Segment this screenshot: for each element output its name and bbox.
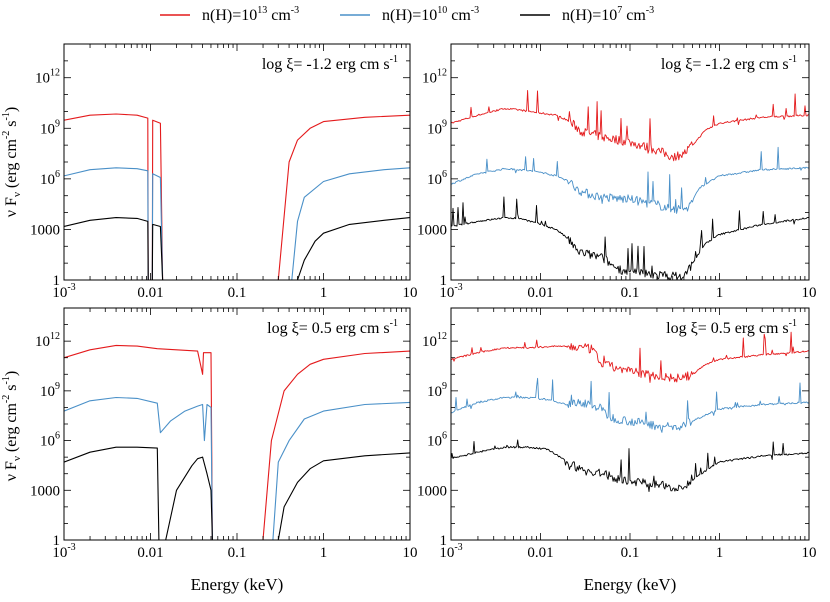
- x-tick-label: 10-3: [52, 282, 75, 301]
- x-axis-labels: Energy (keV) Energy (keV): [191, 575, 677, 594]
- ticks: [63, 307, 410, 541]
- axes-frame: [450, 307, 810, 541]
- x-tick-label: 0.1: [228, 545, 247, 561]
- y-tick-label: 106: [40, 169, 60, 188]
- x-tick-label: 0.01: [137, 285, 163, 301]
- y-tick-label: 106: [40, 431, 60, 450]
- y-tick-label: 1012: [422, 68, 447, 87]
- series-line-0-seg-0: [64, 344, 213, 540]
- x-tick-label: 0.1: [228, 285, 247, 301]
- y-tick-label: 1: [53, 273, 61, 289]
- series-group: [64, 113, 410, 280]
- x-tick-label: 0.1: [621, 285, 640, 301]
- ticks: [450, 307, 809, 541]
- legend-item-2: n(H)=107 cm-3: [520, 5, 654, 24]
- panels: 10-3 0.01 0.1 1 10 1 1000 106 109 1012 log ξ= -1.2…: [30, 43, 817, 561]
- series-line-1-seg-0: [451, 146, 809, 214]
- x-tick-label: 10-3: [439, 542, 462, 561]
- xi-annotation: log ξ= 0.5 erg cm s-1: [666, 318, 797, 337]
- xi-annotation: log ξ= -1.2 erg cm s-1: [661, 54, 797, 73]
- y-tick-label: 1012: [35, 68, 60, 87]
- axes-frame: [63, 307, 411, 541]
- y-tick-label: 109: [40, 381, 60, 400]
- y-tick-label: 1: [440, 273, 448, 289]
- x-tick-label: 1: [716, 545, 724, 561]
- x-tick-label: 1: [716, 285, 724, 301]
- series-line-2-seg-1: [296, 217, 410, 280]
- x-axis-label: Energy (keV): [584, 575, 677, 594]
- panel-top-right: 10-3 0.01 0.1 1 10 1 1000 106 109 1012 log ξ= -1.2…: [417, 43, 817, 301]
- series-line-2-seg-2: [277, 452, 410, 540]
- series-line-1-seg-1: [272, 401, 410, 540]
- series-line-0-seg-0: [451, 331, 809, 383]
- y-tick-label: 1000: [417, 222, 447, 238]
- legend-item-1: n(H)=1010 cm-3: [340, 5, 479, 24]
- ticks: [450, 43, 809, 281]
- x-tick-label: 0.01: [527, 545, 553, 561]
- y-tick-label: 109: [427, 118, 447, 137]
- series-line-2-seg-0: [64, 217, 164, 280]
- y-tick-label: 1: [440, 533, 448, 549]
- y-tick-label: 1000: [30, 222, 60, 238]
- series-line-0-seg-1: [277, 114, 410, 280]
- y-tick-label: 109: [427, 381, 447, 400]
- series-group: [451, 90, 809, 280]
- series-line-2-seg-1: [165, 456, 213, 540]
- series-line-0-seg-0: [451, 90, 809, 162]
- x-tick-label: 10: [403, 545, 418, 561]
- legend-item-0: n(H)=1013 cm-3: [160, 5, 299, 24]
- ticks: [63, 43, 410, 281]
- series-line-1-seg-0: [64, 396, 213, 540]
- panel-top-left: 10-3 0.01 0.1 1 10 1 1000 106 109 1012 log ξ= -1.2…: [30, 43, 418, 301]
- panel-bottom-right: 10-3 0.01 0.1 1 10 1 1000 106 109 1012 log ξ= 0.5 …: [417, 307, 817, 561]
- x-tick-label: 10: [403, 285, 418, 301]
- axes-frame: [63, 43, 411, 281]
- y-tick-label: 1: [53, 533, 61, 549]
- y-tick-label: 1012: [35, 331, 60, 350]
- series-line-2-seg-0: [451, 439, 809, 493]
- series-line-1-seg-1: [291, 167, 410, 280]
- y-tick-label: 106: [427, 169, 447, 188]
- y-tick-label: 1000: [30, 483, 60, 499]
- x-tick-label: 0.01: [527, 285, 553, 301]
- x-tick-label: 10: [802, 285, 817, 301]
- legend: n(H)=1013 cm-3 n(H)=1010 cm-3 n(H)=107 cm-…: [160, 5, 654, 24]
- y-tick-label: 1000: [417, 483, 447, 499]
- x-tick-label: 1: [320, 285, 328, 301]
- x-axis-label: Energy (keV): [191, 575, 284, 594]
- series-group: [451, 331, 809, 493]
- series-line-2-seg-0: [451, 196, 809, 280]
- series-line-1-seg-0: [451, 377, 809, 433]
- x-tick-label: 10-3: [439, 282, 462, 301]
- y-tick-label: 109: [40, 118, 60, 137]
- x-tick-label: 0.1: [621, 545, 640, 561]
- y-tick-label: 1012: [422, 331, 447, 350]
- y-tick-label: 106: [427, 431, 447, 450]
- legend-label: n(H)=1013 cm-3: [202, 5, 299, 24]
- xi-annotation: log ξ= 0.5 erg cm s-1: [267, 318, 398, 337]
- x-tick-label: 1: [320, 545, 328, 561]
- y-axis-labels: ν Fν (erg cm-2 s-1) ν Fν (erg cm-2 s-1): [1, 107, 23, 481]
- legend-label: n(H)=1010 cm-3: [382, 5, 479, 24]
- x-tick-label: 10: [802, 545, 817, 561]
- series-group: [64, 344, 410, 540]
- x-tick-label: 10-3: [52, 542, 75, 561]
- series-line-0-seg-1: [262, 350, 410, 540]
- legend-label: n(H)=107 cm-3: [562, 5, 654, 24]
- xi-annotation: log ξ= -1.2 erg cm s-1: [262, 54, 398, 73]
- y-axis-label: ν Fν (erg cm-2 s-1): [1, 107, 23, 217]
- axes-frame: [450, 43, 810, 281]
- x-tick-label: 0.01: [137, 545, 163, 561]
- series-line-2-seg-0: [64, 446, 160, 540]
- y-axis-label: ν Fν (erg cm-2 s-1): [1, 371, 23, 481]
- panel-bottom-left: 10-3 0.01 0.1 1 10 1 1000 106 109 1012 log ξ= 0.5 …: [30, 307, 418, 561]
